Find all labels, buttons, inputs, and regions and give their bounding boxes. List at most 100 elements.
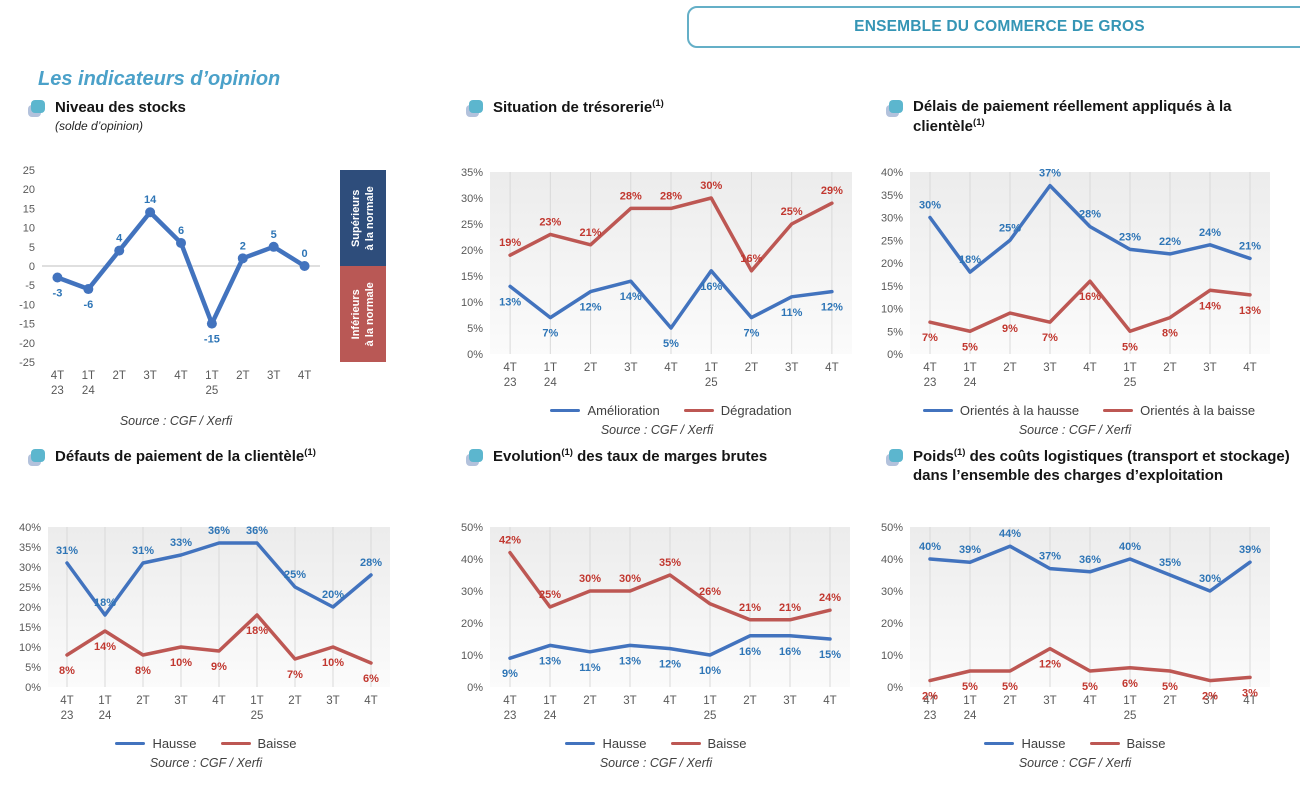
svg-text:2%: 2% xyxy=(922,691,938,703)
chart-card-delais-paiement: Délais de paiement réellement appliqués … xyxy=(868,98,1300,437)
svg-text:8%: 8% xyxy=(1162,328,1178,340)
chart-source: Source : CGF / Xerfi xyxy=(149,756,263,770)
svg-text:18%: 18% xyxy=(94,597,116,609)
svg-text:28%: 28% xyxy=(620,190,642,202)
svg-text:3T: 3T xyxy=(783,695,796,707)
svg-text:20%: 20% xyxy=(19,602,41,614)
legend-label: Baisse xyxy=(1126,736,1166,751)
svg-text:4T: 4T xyxy=(174,370,187,382)
chart-plot-area: 35% 30% 25% 20% 15% 10% 5% 0% 4T 23 1T 24 2T 3T 4T 1T 25… xyxy=(448,156,866,401)
chart-source: Source : CGF / Xerfi xyxy=(1018,423,1132,437)
svg-text:18%: 18% xyxy=(246,625,268,637)
svg-text:13%: 13% xyxy=(1239,305,1261,317)
svg-text:10%: 10% xyxy=(322,657,344,669)
svg-text:7%: 7% xyxy=(1042,332,1058,344)
svg-text:26%: 26% xyxy=(699,586,721,598)
svg-text:15%: 15% xyxy=(819,649,841,661)
svg-text:21%: 21% xyxy=(739,602,761,614)
svg-text:23: 23 xyxy=(924,710,937,722)
svg-text:3%: 3% xyxy=(1242,687,1258,699)
svg-text:1T: 1T xyxy=(544,362,557,374)
legend-item: Orientés à la baisse xyxy=(1103,403,1255,418)
svg-text:25: 25 xyxy=(1124,377,1137,389)
svg-text:15%: 15% xyxy=(461,271,483,283)
svg-text:1T: 1T xyxy=(705,362,718,374)
svg-text:4T: 4T xyxy=(364,695,377,707)
chart-bullet-icon xyxy=(886,449,903,466)
chart-canvas: 50% 40% 30% 20% 10% 0% 4T 23 1T 24 2T 3T 4T 1T 25 2T 3T 4… xyxy=(461,522,850,722)
svg-text:4T: 4T xyxy=(503,695,516,707)
svg-text:35%: 35% xyxy=(1159,557,1181,569)
legend-label: Hausse xyxy=(602,736,647,751)
chart-plot-area: 40% 35% 30% 25% 20% 15% 10% 5% 0% 4T 23 1T 24 2T 3T 4T 1… xyxy=(868,156,1282,401)
svg-text:40%: 40% xyxy=(919,541,941,553)
svg-text:25: 25 xyxy=(704,710,717,722)
svg-text:5%: 5% xyxy=(1162,681,1178,693)
legend-swatch xyxy=(670,741,701,746)
charts-grid: Niveau des stocks (solde d’opinion) 25 20… xyxy=(10,98,1300,770)
svg-text:3T: 3T xyxy=(174,695,187,707)
svg-text:14%: 14% xyxy=(1199,300,1221,312)
legend-label: Hausse xyxy=(152,736,197,751)
svg-text:-10: -10 xyxy=(19,299,35,311)
svg-text:25%: 25% xyxy=(999,222,1021,234)
svg-text:5%: 5% xyxy=(887,326,903,338)
svg-text:12%: 12% xyxy=(1039,659,1061,671)
annotation-line: à la normale xyxy=(364,185,377,251)
chart-bullet-icon xyxy=(28,100,45,117)
chart-source: Source : CGF / Xerfi xyxy=(119,414,233,428)
svg-text:50%: 50% xyxy=(881,522,903,534)
svg-text:1T: 1T xyxy=(963,695,976,707)
svg-text:6%: 6% xyxy=(363,673,379,685)
svg-text:0%: 0% xyxy=(25,682,41,694)
svg-text:25: 25 xyxy=(23,165,35,177)
svg-text:5%: 5% xyxy=(962,341,978,353)
svg-text:11%: 11% xyxy=(579,662,601,674)
svg-text:16%: 16% xyxy=(740,253,762,265)
chart-plot-area: 50% 40% 30% 20% 10% 0% 4T 23 1T 24 2T 3T 4T 1T 25 2T 3T 4… xyxy=(448,511,864,734)
svg-text:3T: 3T xyxy=(785,362,798,374)
svg-text:4T: 4T xyxy=(663,695,676,707)
svg-text:13%: 13% xyxy=(619,655,641,667)
svg-text:30%: 30% xyxy=(19,562,41,574)
svg-text:10%: 10% xyxy=(461,297,483,309)
svg-text:24: 24 xyxy=(544,377,557,389)
svg-text:14%: 14% xyxy=(620,291,642,303)
legend-item: Orientés à la hausse xyxy=(922,403,1079,418)
svg-text:10%: 10% xyxy=(881,304,903,316)
svg-text:21%: 21% xyxy=(580,227,602,239)
svg-text:40%: 40% xyxy=(1119,541,1141,553)
chart-card-defauts-paiement: Défauts de paiement de la clientèle(1) 4… xyxy=(10,447,448,770)
svg-text:20%: 20% xyxy=(881,618,903,630)
svg-text:12%: 12% xyxy=(580,302,602,314)
chart-subtitle: (solde d’opinion) xyxy=(55,118,144,133)
svg-text:13%: 13% xyxy=(539,655,561,667)
svg-text:2T: 2T xyxy=(136,695,149,707)
legend-item: Hausse xyxy=(984,736,1066,751)
svg-text:14: 14 xyxy=(144,194,157,206)
svg-text:7%: 7% xyxy=(287,669,303,681)
svg-text:4T: 4T xyxy=(825,362,838,374)
svg-text:1T: 1T xyxy=(250,695,263,707)
svg-text:4T: 4T xyxy=(923,362,936,374)
svg-text:3T: 3T xyxy=(267,370,280,382)
svg-text:2T: 2T xyxy=(1163,362,1176,374)
svg-text:4T: 4T xyxy=(212,695,225,707)
chart-title: Défauts de paiement de la clientèle(1) xyxy=(55,447,316,465)
svg-text:-5: -5 xyxy=(25,280,35,292)
svg-text:-6: -6 xyxy=(83,299,93,311)
svg-text:10%: 10% xyxy=(19,642,41,654)
svg-text:20: 20 xyxy=(23,184,35,196)
svg-text:4: 4 xyxy=(116,233,123,245)
svg-text:30%: 30% xyxy=(700,180,722,192)
annotation-inferieurs-box: Inférieurs à la normale xyxy=(340,266,386,362)
svg-text:3T: 3T xyxy=(1043,695,1056,707)
chart-plot-area: 40% 35% 30% 25% 20% 15% 10% 5% 0% 4T 23 1T 24 2T 3T 4T 1… xyxy=(10,511,402,734)
chart-title: Poids(1) des coûts logistiques (transpor… xyxy=(913,447,1290,484)
svg-text:44%: 44% xyxy=(999,528,1021,540)
legend-item: Baisse xyxy=(220,736,297,751)
svg-text:36%: 36% xyxy=(1079,554,1101,566)
svg-text:0%: 0% xyxy=(887,682,903,694)
chart-title: Niveau des stocks xyxy=(55,99,186,116)
svg-text:4T: 4T xyxy=(664,362,677,374)
